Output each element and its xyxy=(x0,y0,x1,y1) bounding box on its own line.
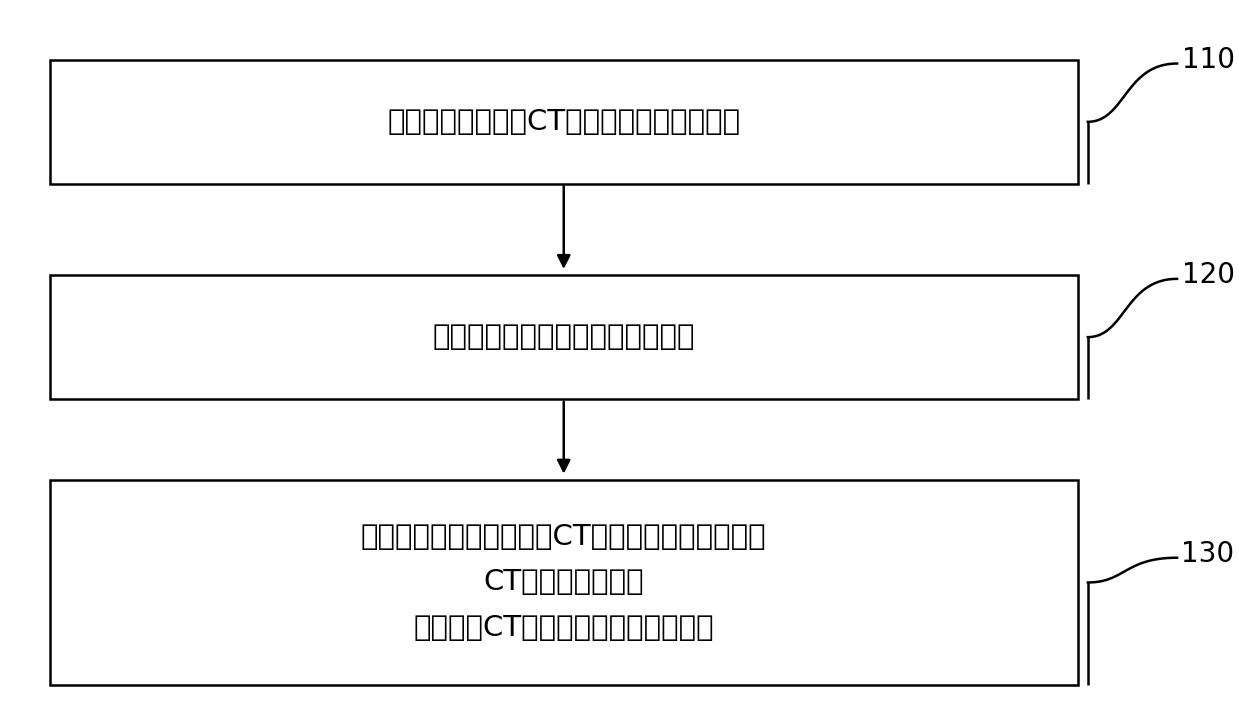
Text: 120: 120 xyxy=(1182,261,1234,289)
Text: 130: 130 xyxy=(1182,540,1234,568)
Text: 提取待分析的肺部CT影像序列中的肺部区域: 提取待分析的肺部CT影像序列中的肺部区域 xyxy=(387,108,741,136)
Bar xyxy=(50,275,1078,399)
Text: 确定肺部区域中的若干个病灶区域: 确定肺部区域中的若干个病灶区域 xyxy=(432,323,695,351)
Text: 110: 110 xyxy=(1182,46,1234,74)
Bar xyxy=(50,480,1078,685)
Text: 基于每一病灶区域在肺部CT影像序列的每一层肺部
CT影像中的体积，
确定肺部CT影像序列的病灶统计属性: 基于每一病灶区域在肺部CT影像序列的每一层肺部 CT影像中的体积， 确定肺部CT… xyxy=(361,523,767,642)
Bar xyxy=(50,60,1078,184)
